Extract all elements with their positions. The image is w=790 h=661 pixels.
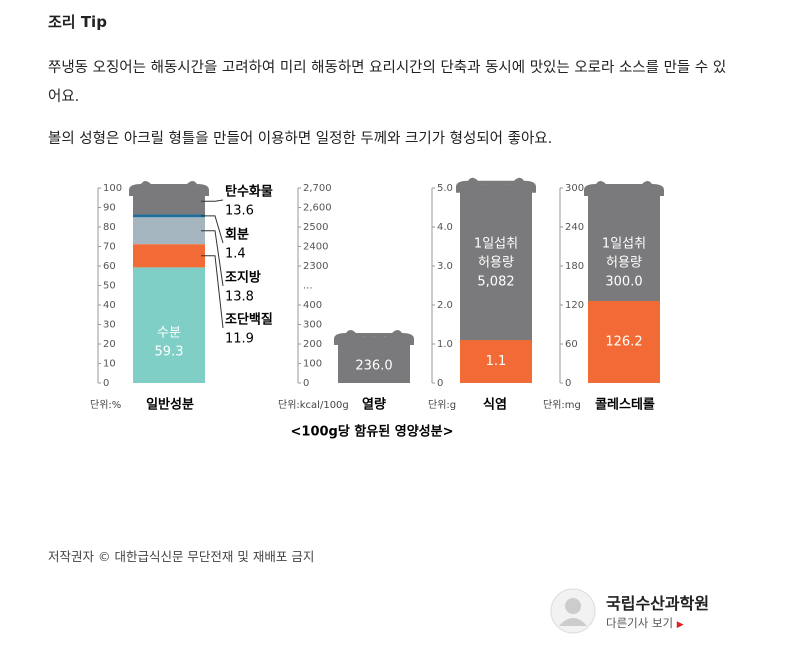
y-tick-label: 100 bbox=[303, 359, 322, 370]
panel-title: 식염 bbox=[483, 397, 507, 413]
value-label: 126.2 bbox=[605, 334, 642, 349]
unit-label: 단위:% bbox=[90, 398, 121, 411]
paragraph: 볼의 성형은 아크릴 형틀을 만들어 이용하면 일정한 두께와 크기가 형성되어… bbox=[48, 131, 553, 147]
y-tick-label: 70 bbox=[103, 242, 116, 253]
y-tick-label: 120 bbox=[565, 300, 584, 311]
value-label: 236.0 bbox=[355, 359, 392, 374]
y-tick-label: 4.0 bbox=[437, 222, 453, 233]
leader-line bbox=[201, 199, 224, 202]
segment-value: 13.6 bbox=[225, 204, 254, 219]
reference-value: 300.0 bbox=[605, 275, 642, 290]
y-tick-label: 300 bbox=[303, 320, 322, 331]
segment-value: 13.8 bbox=[225, 290, 254, 305]
value-label: 1.1 bbox=[486, 354, 507, 369]
y-tick-label: 300 bbox=[565, 183, 584, 194]
more-articles[interactable]: 다른기사 보기 ▶ bbox=[606, 616, 684, 630]
caption: <100g당 함유된 영양성분> bbox=[291, 424, 454, 440]
section-title: 조리 Tip bbox=[48, 13, 107, 31]
y-tick-label: 200 bbox=[303, 339, 322, 350]
y-tick-label: 10 bbox=[103, 359, 116, 370]
y-tick-label: 80 bbox=[103, 222, 116, 233]
panel-title: 열량 bbox=[362, 397, 386, 413]
bar bbox=[588, 300, 660, 383]
panel-title: 일반성분 bbox=[146, 397, 194, 413]
y-tick-label: 40 bbox=[103, 300, 116, 311]
bar-segment bbox=[133, 244, 205, 268]
y-tick-label: 1.0 bbox=[437, 339, 453, 350]
more-link[interactable]: 다른기사 보기 bbox=[606, 616, 674, 630]
segment-name: 탄수화물 bbox=[225, 184, 273, 200]
y-tick-label: 180 bbox=[565, 261, 584, 272]
y-tick-label: 2,600 bbox=[303, 203, 332, 214]
reference-label: 1일섭취 bbox=[474, 237, 518, 252]
y-tick-label: 2,700 bbox=[303, 183, 332, 194]
leader-line bbox=[201, 255, 224, 329]
y-tick-label: 0 bbox=[565, 378, 571, 389]
bar-segment bbox=[133, 217, 205, 245]
y-tick-label: 2500 bbox=[303, 222, 328, 233]
reference-value: 5,082 bbox=[477, 275, 514, 290]
y-tick-label: 100 bbox=[103, 183, 122, 194]
bar bbox=[338, 336, 410, 383]
reference-label: 허용량 bbox=[606, 256, 642, 271]
axis-break: ... bbox=[303, 281, 313, 292]
y-tick-label: 90 bbox=[103, 203, 116, 214]
paragraph: 쭈냉동 오징어는 해동시간을 고려하여 미리 해동하면 요리시간의 단축과 동시… bbox=[48, 60, 727, 105]
avatar bbox=[550, 588, 596, 634]
y-tick-label: 0 bbox=[103, 378, 109, 389]
y-tick-label: 240 bbox=[565, 222, 584, 233]
reference-label: 1일섭취 bbox=[602, 237, 646, 252]
y-tick-label: 60 bbox=[103, 261, 116, 272]
leader-line bbox=[201, 215, 224, 244]
y-tick-label: 0 bbox=[303, 378, 309, 389]
y-tick-label: 2.0 bbox=[437, 300, 453, 311]
bar bbox=[460, 340, 532, 383]
unit-label: 단위:g bbox=[428, 398, 456, 411]
y-tick-label: 400 bbox=[303, 300, 322, 311]
segment-name: 수분 bbox=[157, 326, 181, 341]
segment-name: 조지방 bbox=[225, 270, 261, 286]
bar-segment bbox=[133, 267, 205, 383]
y-tick-label: 5.0 bbox=[437, 183, 453, 194]
unit-label: 단위:kcal/100g bbox=[278, 398, 349, 411]
y-tick-label: 2300 bbox=[303, 261, 328, 272]
reference-label: 허용량 bbox=[478, 256, 514, 271]
segment-value: 59.3 bbox=[155, 345, 184, 360]
y-tick-label: 3.0 bbox=[437, 261, 453, 272]
segment-name: 회분 bbox=[225, 227, 249, 243]
author-name[interactable]: 국립수산과학원 bbox=[606, 594, 710, 613]
y-tick-label: 30 bbox=[103, 320, 116, 331]
y-tick-label: 0 bbox=[437, 378, 443, 389]
panel-title: 콜레스테롤 bbox=[595, 398, 655, 413]
copyright: 저작권자 © 대한급식신문 무단전재 및 재배포 금지 bbox=[48, 549, 315, 564]
y-tick-label: 20 bbox=[103, 339, 116, 350]
bar-segment bbox=[133, 214, 205, 218]
segment-value: 11.9 bbox=[225, 332, 254, 347]
unit-label: 단위:mg bbox=[543, 398, 581, 411]
y-tick-label: 50 bbox=[103, 281, 116, 292]
y-tick-label: 2400 bbox=[303, 242, 328, 253]
bar-segment bbox=[133, 188, 205, 215]
y-tick-label: 60 bbox=[565, 339, 578, 350]
segment-value: 1.4 bbox=[225, 247, 246, 262]
leader-line bbox=[201, 230, 224, 287]
segment-name: 조단백질 bbox=[225, 312, 273, 328]
infographic: 0 10 20 30 40 50 60 70 80 90 100 수분 59.3 조단백질 11.9 조지방 1… bbox=[90, 177, 664, 440]
